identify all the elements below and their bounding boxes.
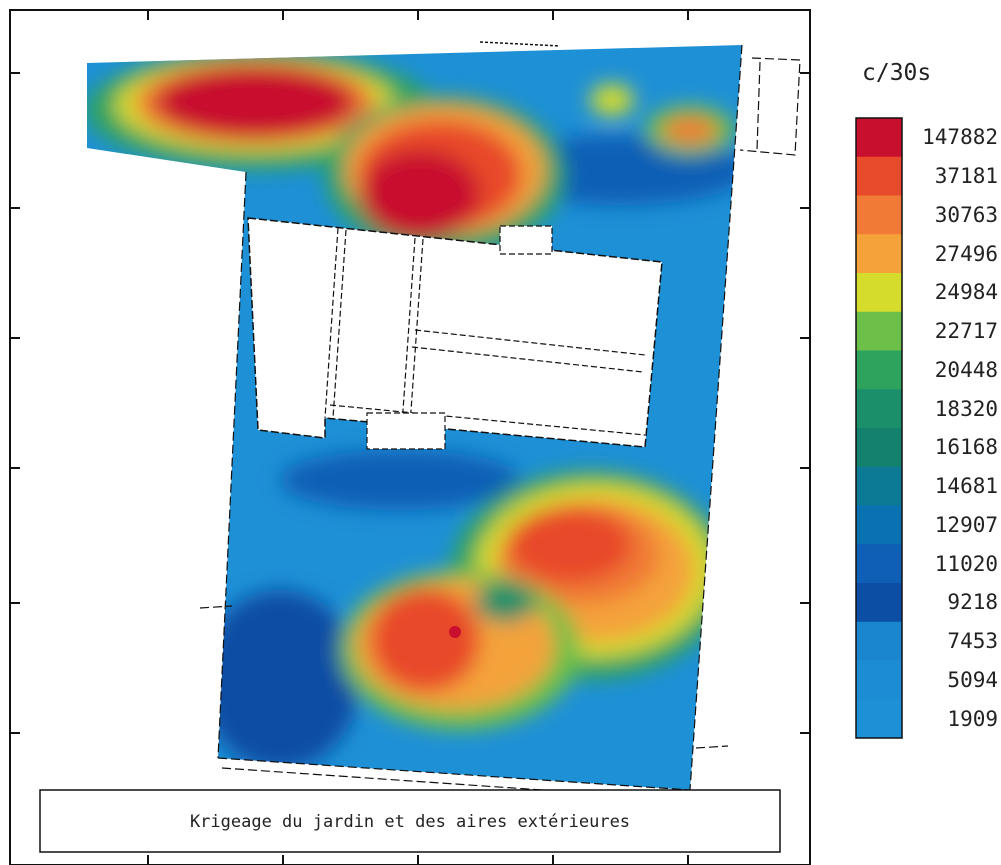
legend-swatch-30763: [856, 195, 902, 235]
legend-colorbar: [855, 117, 903, 739]
legend-swatch-11020: [856, 544, 902, 584]
plot-frame: [9, 9, 811, 865]
sc-teal: [475, 582, 535, 622]
legend-label-20448: 20448: [934, 357, 998, 382]
legend-label-16168: 16168: [934, 435, 998, 460]
legend-label-12907: 12907: [934, 512, 998, 537]
legend-swatch-37181: [856, 156, 902, 196]
legend-label-24984: 24984: [934, 280, 998, 305]
legend-label-27496: 27496: [934, 241, 998, 266]
legend-swatch-27496: [856, 234, 902, 274]
legend-swatch-12907: [856, 505, 902, 545]
ne-spot: [590, 84, 634, 116]
se-red: [508, 507, 632, 583]
legend-swatch-16168: [856, 428, 902, 468]
legend-swatch-7453: [856, 621, 902, 661]
site-outline: [199, 44, 801, 801]
legend-label-18320: 18320: [934, 396, 998, 421]
chart-title: Krigeage du jardin et des aires extérieu…: [190, 812, 630, 832]
legend-label-7453: 7453: [947, 629, 998, 654]
legend-label-22717: 22717: [934, 319, 998, 344]
low-band-center: [280, 450, 520, 510]
legend-swatch-9218: [856, 583, 902, 623]
legend-label-30763: 30763: [934, 202, 998, 227]
axis-ticks: [10, 10, 810, 865]
legend-swatch-147882: [856, 118, 902, 158]
legend-label-14681: 14681: [934, 474, 998, 499]
low-band-sw: [200, 590, 360, 770]
legend-swatch-20448: [856, 350, 902, 390]
sc-red: [370, 588, 480, 692]
contour-field: [87, 45, 742, 790]
caption-box: [39, 789, 781, 853]
sc-peak: [449, 626, 461, 638]
building-footprint: [247, 217, 663, 448]
legend-label-37181: 37181: [934, 164, 998, 189]
north-marks: [479, 41, 561, 47]
building-walls: [324, 225, 646, 450]
legend-unit: c/30s: [862, 60, 932, 86]
legend-swatch-22717: [856, 311, 902, 351]
legend-outline: [855, 117, 903, 739]
ne-orange: [662, 116, 718, 144]
nw-red: [155, 66, 355, 138]
legend-swatch-18320: [856, 389, 902, 429]
legend-label-1909: 1909: [947, 706, 998, 731]
legend-swatch-24984: [856, 273, 902, 313]
legend-label-5094: 5094: [947, 667, 998, 692]
legend-label-147882: 147882: [922, 125, 998, 150]
nc-red: [360, 150, 480, 240]
legend-swatch-14681: [856, 466, 902, 506]
legend-swatch-1909: [856, 699, 902, 739]
legend-swatch-5094: [856, 660, 902, 700]
legend-label-9218: 9218: [947, 590, 998, 615]
legend-label-11020: 11020: [934, 551, 998, 576]
